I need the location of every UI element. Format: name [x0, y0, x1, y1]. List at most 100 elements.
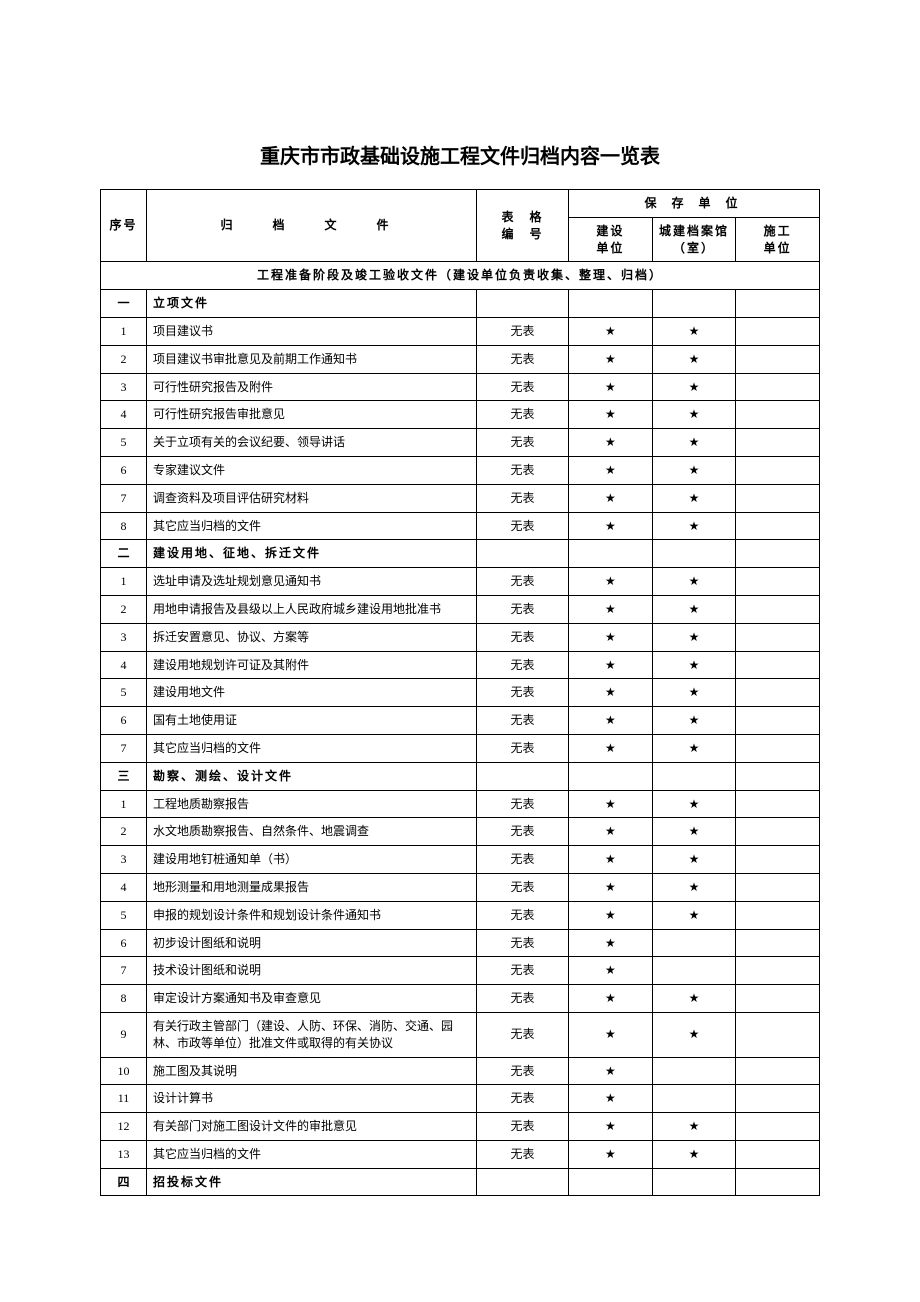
- row-jianshe: ★: [569, 790, 653, 818]
- row-doc: 选址申请及选址规划意见通知书: [147, 568, 477, 596]
- group-form: [477, 1168, 569, 1196]
- row-form: 无表: [477, 623, 569, 651]
- row-form: 无表: [477, 484, 569, 512]
- row-shigong: [736, 1057, 820, 1085]
- row-form: 无表: [477, 818, 569, 846]
- row-form: 无表: [477, 957, 569, 985]
- row-seq: 7: [101, 484, 147, 512]
- group-seq: 四: [101, 1168, 147, 1196]
- table-row: 2水文地质勘察报告、自然条件、地震调查无表★★: [101, 818, 820, 846]
- table-row: 1工程地质勘察报告无表★★: [101, 790, 820, 818]
- row-doc: 建设用地规划许可证及其附件: [147, 651, 477, 679]
- group-chengjian: [652, 762, 736, 790]
- table-body: 工程准备阶段及竣工验收文件（建设单位负责收集、整理、归档） 一立项文件1项目建议…: [101, 262, 820, 1196]
- row-doc: 其它应当归档的文件: [147, 1140, 477, 1168]
- row-chengjian: ★: [652, 734, 736, 762]
- row-form: 无表: [477, 456, 569, 484]
- group-heading: 建设用地、征地、拆迁文件: [147, 540, 477, 568]
- table-row: 9有关行政主管部门（建设、人防、环保、消防、交通、园林、市政等单位）批准文件或取…: [101, 1012, 820, 1057]
- table-row: 7调查资料及项目评估研究材料无表★★: [101, 484, 820, 512]
- header-form-line2: 编 号: [483, 226, 562, 243]
- header-chengjian-line2: （室）: [659, 240, 730, 257]
- row-doc: 设计计算书: [147, 1085, 477, 1113]
- row-seq: 4: [101, 401, 147, 429]
- row-jianshe: ★: [569, 679, 653, 707]
- table-row: 2项目建议书审批意见及前期工作通知书无表★★: [101, 345, 820, 373]
- row-jianshe: ★: [569, 484, 653, 512]
- header-form-line1: 表 格: [483, 209, 562, 226]
- row-form: 无表: [477, 846, 569, 874]
- row-seq: 4: [101, 873, 147, 901]
- row-seq: 5: [101, 679, 147, 707]
- row-shigong: [736, 1085, 820, 1113]
- header-shigong: 施工 单位: [736, 217, 820, 262]
- row-form: 无表: [477, 901, 569, 929]
- row-jianshe: ★: [569, 373, 653, 401]
- row-shigong: [736, 707, 820, 735]
- row-seq: 3: [101, 846, 147, 874]
- header-shigong-line2: 单位: [742, 240, 813, 257]
- row-jianshe: ★: [569, 957, 653, 985]
- group-heading: 勘察、测绘、设计文件: [147, 762, 477, 790]
- row-shigong: [736, 456, 820, 484]
- row-seq: 7: [101, 734, 147, 762]
- row-jianshe: ★: [569, 818, 653, 846]
- row-shigong: [736, 734, 820, 762]
- row-chengjian: ★: [652, 429, 736, 457]
- row-seq: 12: [101, 1113, 147, 1141]
- row-seq: 9: [101, 1012, 147, 1057]
- row-chengjian: ★: [652, 707, 736, 735]
- row-jianshe: ★: [569, 512, 653, 540]
- row-chengjian: ★: [652, 595, 736, 623]
- row-jianshe: ★: [569, 456, 653, 484]
- group-chengjian: [652, 1168, 736, 1196]
- row-doc: 建设用地文件: [147, 679, 477, 707]
- group-seq: 二: [101, 540, 147, 568]
- group-heading-row: 二建设用地、征地、拆迁文件: [101, 540, 820, 568]
- row-shigong: [736, 512, 820, 540]
- table-row: 5申报的规划设计条件和规划设计条件通知书无表★★: [101, 901, 820, 929]
- row-chengjian: ★: [652, 456, 736, 484]
- row-shigong: [736, 429, 820, 457]
- row-seq: 10: [101, 1057, 147, 1085]
- row-jianshe: ★: [569, 873, 653, 901]
- row-seq: 6: [101, 456, 147, 484]
- row-chengjian: [652, 929, 736, 957]
- row-shigong: [736, 345, 820, 373]
- row-chengjian: ★: [652, 679, 736, 707]
- table-row: 7其它应当归档的文件无表★★: [101, 734, 820, 762]
- row-doc: 关于立项有关的会议纪要、领导讲话: [147, 429, 477, 457]
- table-row: 3拆迁安置意见、协议、方案等无表★★: [101, 623, 820, 651]
- table-row: 3可行性研究报告及附件无表★★: [101, 373, 820, 401]
- row-jianshe: ★: [569, 429, 653, 457]
- row-shigong: [736, 373, 820, 401]
- header-jianshe: 建设 单位: [569, 217, 653, 262]
- row-shigong: [736, 651, 820, 679]
- table-row: 11设计计算书无表★: [101, 1085, 820, 1113]
- table-row: 8其它应当归档的文件无表★★: [101, 512, 820, 540]
- table-row: 1项目建议书无表★★: [101, 317, 820, 345]
- header-doc: 归 档 文 件: [147, 190, 477, 262]
- row-form: 无表: [477, 873, 569, 901]
- row-seq: 2: [101, 818, 147, 846]
- group-jianshe: [569, 540, 653, 568]
- row-form: 无表: [477, 1113, 569, 1141]
- row-chengjian: ★: [652, 1012, 736, 1057]
- row-seq: 3: [101, 373, 147, 401]
- row-doc: 有关行政主管部门（建设、人防、环保、消防、交通、园林、市政等单位）批准文件或取得…: [147, 1012, 477, 1057]
- row-doc: 技术设计图纸和说明: [147, 957, 477, 985]
- table-row: 4可行性研究报告审批意见无表★★: [101, 401, 820, 429]
- row-chengjian: ★: [652, 1140, 736, 1168]
- row-seq: 6: [101, 929, 147, 957]
- row-form: 无表: [477, 707, 569, 735]
- row-seq: 13: [101, 1140, 147, 1168]
- group-shigong: [736, 290, 820, 318]
- row-chengjian: [652, 1057, 736, 1085]
- page-title: 重庆市市政基础设施工程文件归档内容一览表: [100, 140, 820, 169]
- row-shigong: [736, 317, 820, 345]
- row-seq: 2: [101, 345, 147, 373]
- table-row: 4建设用地规划许可证及其附件无表★★: [101, 651, 820, 679]
- group-heading: 招投标文件: [147, 1168, 477, 1196]
- row-doc: 项目建议书: [147, 317, 477, 345]
- row-chengjian: [652, 1085, 736, 1113]
